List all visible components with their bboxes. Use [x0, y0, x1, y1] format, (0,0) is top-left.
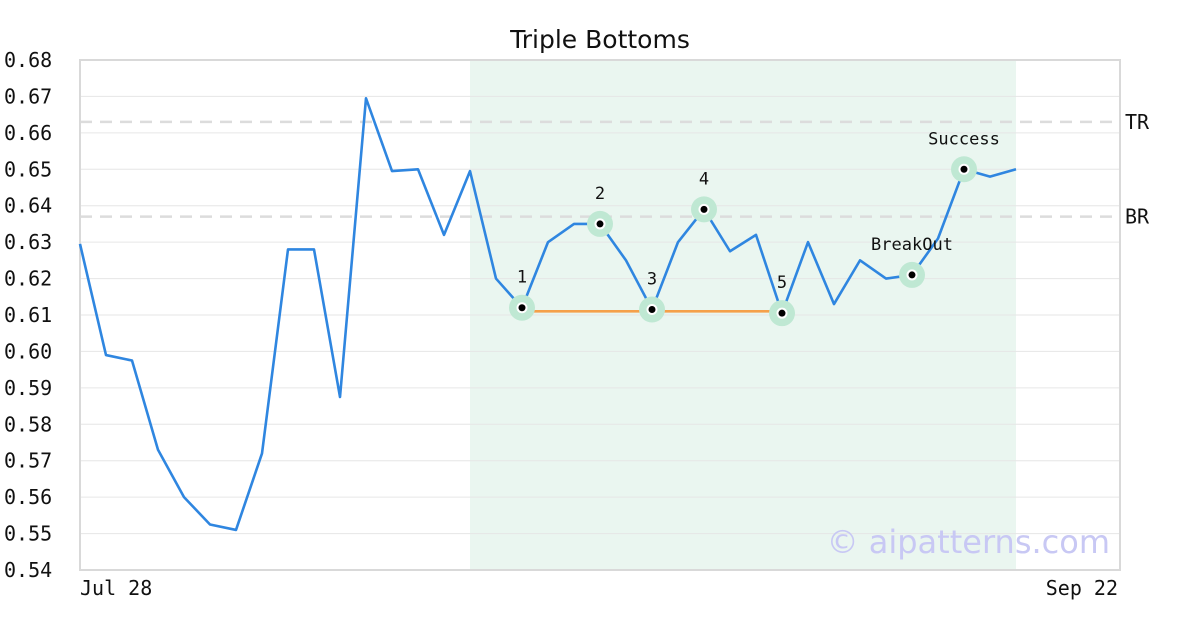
y-tick-label: 0.54 — [4, 558, 52, 582]
marker-label-2: 2 — [595, 184, 605, 204]
pattern-markers: 1 2 3 4 5 BreakOut Success — [509, 129, 1000, 327]
marker-label-breakout: BreakOut — [871, 235, 953, 255]
y-tick-label: 0.64 — [4, 194, 52, 218]
y-tick-label: 0.61 — [4, 303, 52, 327]
marker-dot-4 — [700, 205, 708, 213]
y-tick-label: 0.59 — [4, 376, 52, 400]
marker-dot-2 — [596, 220, 604, 228]
y-tick-label: 0.58 — [4, 412, 52, 436]
y-tick-label: 0.65 — [4, 157, 52, 181]
marker-dot-breakout — [908, 271, 916, 279]
marker-label-success: Success — [928, 129, 1000, 149]
reference-label-tr: TR — [1125, 110, 1150, 134]
marker-label-3: 3 — [647, 270, 657, 290]
marker-dot-success — [960, 165, 968, 173]
y-tick-label: 0.63 — [4, 230, 52, 254]
reference-label-br: BR — [1125, 205, 1150, 229]
y-tick-label: 0.68 — [4, 48, 52, 72]
y-tick-label: 0.55 — [4, 522, 52, 546]
y-tick-label: 0.62 — [4, 267, 52, 291]
marker-dot-3 — [648, 306, 656, 314]
y-tick-label: 0.56 — [4, 485, 52, 509]
y-tick-label: 0.60 — [4, 339, 52, 363]
x-tick-start: Jul 28 — [80, 576, 152, 600]
marker-dot-1 — [518, 304, 526, 312]
y-tick-label: 0.57 — [4, 449, 52, 473]
watermark: © aipatterns.com — [827, 523, 1110, 561]
marker-dot-5 — [778, 309, 786, 317]
marker-label-5: 5 — [777, 273, 787, 293]
series-line — [78, 96, 1017, 532]
marker-label-4: 4 — [699, 169, 709, 189]
y-axis-ticks: 0.68 0.67 0.66 0.65 0.64 0.63 0.62 0.61 0.60 0.59… — [4, 48, 52, 582]
chart-title: Triple Bottoms — [509, 25, 690, 54]
y-tick-label: 0.66 — [4, 121, 52, 145]
x-tick-end: Sep 22 — [1046, 576, 1118, 600]
y-tick-label: 0.67 — [4, 84, 52, 108]
plot-frame — [79, 59, 1121, 571]
marker-label-1: 1 — [517, 268, 527, 288]
